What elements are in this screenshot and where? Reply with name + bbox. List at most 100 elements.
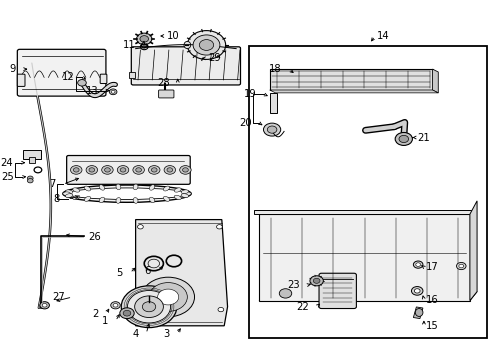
Ellipse shape <box>149 197 155 203</box>
Text: 6: 6 <box>145 266 151 276</box>
Circle shape <box>180 166 191 174</box>
Circle shape <box>40 302 49 309</box>
Circle shape <box>138 316 143 321</box>
Ellipse shape <box>99 185 105 190</box>
Circle shape <box>167 168 172 172</box>
Text: 18: 18 <box>269 64 281 74</box>
Circle shape <box>164 166 175 174</box>
Circle shape <box>412 287 423 295</box>
Circle shape <box>140 36 148 42</box>
Text: 20: 20 <box>239 118 251 128</box>
Circle shape <box>187 31 226 59</box>
Ellipse shape <box>184 41 191 49</box>
Bar <box>414 307 423 319</box>
Circle shape <box>416 263 420 266</box>
Circle shape <box>142 302 156 312</box>
Text: 8: 8 <box>54 194 60 204</box>
Ellipse shape <box>416 309 423 316</box>
Ellipse shape <box>84 196 91 201</box>
Text: 1: 1 <box>101 316 108 326</box>
Ellipse shape <box>67 188 187 199</box>
Circle shape <box>113 303 118 307</box>
Text: 26: 26 <box>89 232 101 242</box>
Text: 3: 3 <box>163 329 169 339</box>
Circle shape <box>149 283 187 311</box>
Polygon shape <box>270 90 438 93</box>
Circle shape <box>148 166 160 174</box>
Text: 10: 10 <box>167 31 180 41</box>
Circle shape <box>183 168 188 172</box>
Text: 21: 21 <box>417 132 430 143</box>
Circle shape <box>217 225 222 229</box>
Text: 5: 5 <box>116 268 122 278</box>
Polygon shape <box>254 210 475 214</box>
Text: 27: 27 <box>52 292 65 302</box>
Circle shape <box>138 225 143 229</box>
Text: 17: 17 <box>426 262 439 272</box>
Ellipse shape <box>84 186 91 191</box>
Text: 7: 7 <box>49 179 55 189</box>
Polygon shape <box>470 201 477 301</box>
Ellipse shape <box>174 188 181 192</box>
Circle shape <box>158 289 179 305</box>
Bar <box>270 93 277 113</box>
Circle shape <box>123 310 131 316</box>
Circle shape <box>71 166 82 174</box>
Ellipse shape <box>164 196 170 201</box>
Circle shape <box>135 296 163 318</box>
Circle shape <box>121 286 177 328</box>
Bar <box>29 157 35 163</box>
Circle shape <box>151 168 157 172</box>
Circle shape <box>193 35 220 55</box>
Circle shape <box>111 90 115 93</box>
Ellipse shape <box>63 192 71 195</box>
Ellipse shape <box>149 185 155 190</box>
Text: 9: 9 <box>9 64 15 74</box>
Text: 24: 24 <box>0 158 13 168</box>
Ellipse shape <box>184 192 191 195</box>
Text: 11: 11 <box>123 40 136 50</box>
FancyBboxPatch shape <box>319 273 356 309</box>
Bar <box>249 46 487 338</box>
Circle shape <box>27 176 33 180</box>
Bar <box>270 69 433 90</box>
Circle shape <box>74 168 79 172</box>
Ellipse shape <box>73 195 80 199</box>
Circle shape <box>78 80 86 86</box>
Circle shape <box>86 166 98 174</box>
Ellipse shape <box>174 195 181 199</box>
Polygon shape <box>259 214 470 301</box>
Circle shape <box>264 123 281 136</box>
Circle shape <box>136 168 142 172</box>
Circle shape <box>102 166 113 174</box>
Circle shape <box>310 276 323 286</box>
Circle shape <box>395 132 413 145</box>
Ellipse shape <box>65 194 73 198</box>
Ellipse shape <box>116 184 121 190</box>
Ellipse shape <box>99 197 105 203</box>
Circle shape <box>137 33 152 45</box>
Circle shape <box>459 264 464 268</box>
Circle shape <box>457 262 466 270</box>
Circle shape <box>133 166 145 174</box>
FancyBboxPatch shape <box>131 47 241 85</box>
Text: 22: 22 <box>296 302 309 312</box>
Polygon shape <box>136 220 227 326</box>
Text: 29: 29 <box>208 53 221 63</box>
Text: 16: 16 <box>426 294 439 305</box>
Ellipse shape <box>181 194 189 198</box>
Text: 2: 2 <box>92 309 98 319</box>
Text: 28: 28 <box>157 78 170 88</box>
Bar <box>23 150 41 159</box>
FancyBboxPatch shape <box>17 49 106 96</box>
Ellipse shape <box>73 188 80 192</box>
Text: 4: 4 <box>132 329 139 339</box>
Ellipse shape <box>63 185 191 202</box>
Polygon shape <box>259 292 477 301</box>
FancyBboxPatch shape <box>17 74 25 86</box>
Circle shape <box>313 278 320 283</box>
Text: 19: 19 <box>244 89 256 99</box>
Text: 12: 12 <box>62 72 74 82</box>
Circle shape <box>218 307 224 312</box>
Circle shape <box>42 303 47 307</box>
